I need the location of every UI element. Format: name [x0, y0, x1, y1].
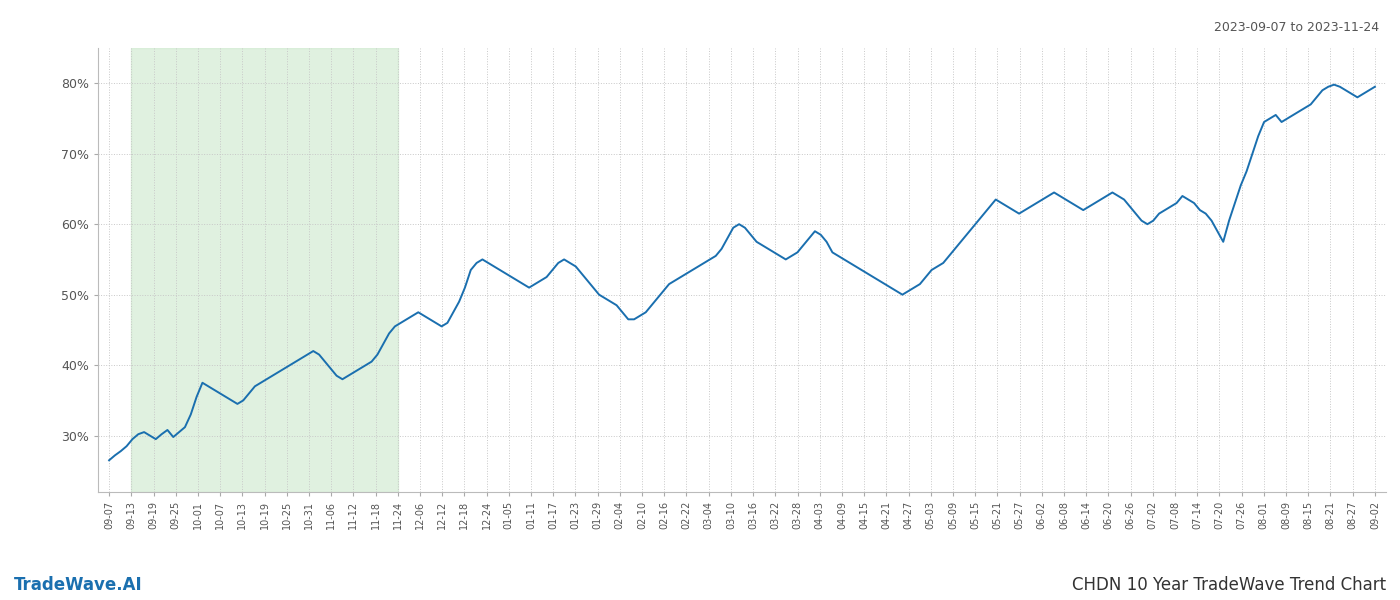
Text: 2023-09-07 to 2023-11-24: 2023-09-07 to 2023-11-24 — [1214, 21, 1379, 34]
Text: CHDN 10 Year TradeWave Trend Chart: CHDN 10 Year TradeWave Trend Chart — [1072, 576, 1386, 594]
Bar — [132, 48, 398, 492]
Text: TradeWave.AI: TradeWave.AI — [14, 576, 143, 594]
